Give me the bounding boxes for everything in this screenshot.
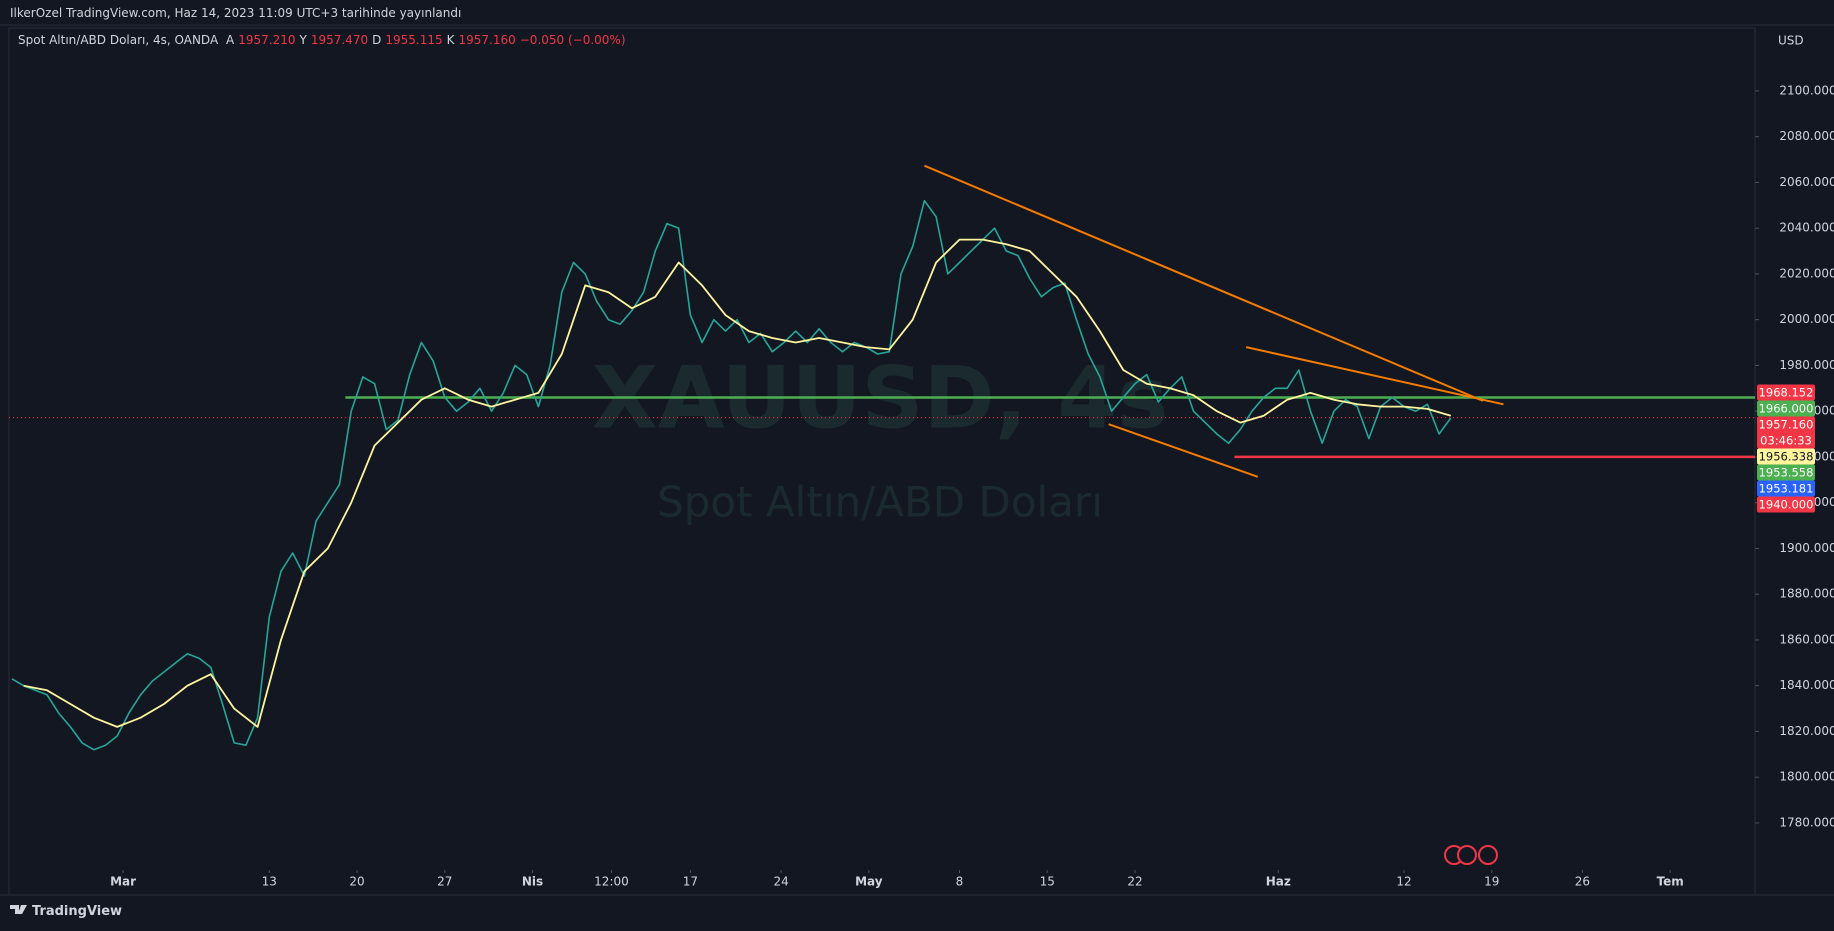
ohlc-value: 1955.115	[385, 33, 443, 47]
x-tick-label: 19	[1484, 875, 1499, 889]
ohlc-key: D	[372, 33, 382, 47]
price-badge-label: 1966.000	[1759, 402, 1814, 416]
price-badge	[1757, 480, 1815, 497]
countdown: 03:46:33	[1760, 434, 1812, 448]
trendline	[1108, 423, 1259, 478]
x-tick-label: 24	[773, 875, 788, 889]
x-tick-label: 12	[1396, 875, 1411, 889]
ohlc-key: K	[446, 33, 455, 47]
ohlc-change: −0.050 (−0.00%)	[519, 33, 626, 47]
price-badge	[1757, 464, 1815, 481]
y-tick-label: 2000.000	[1779, 312, 1834, 326]
y-tick-label: 1980.000	[1779, 358, 1834, 372]
x-tick-label: 13	[262, 875, 277, 889]
price-badge	[1757, 496, 1815, 513]
x-tick-label: May	[855, 875, 883, 889]
y-tick-label: 1880.000	[1779, 587, 1834, 601]
price-badge-label: 1940.000	[1759, 498, 1814, 512]
x-tick-label: 27	[437, 875, 452, 889]
currency: USD	[1778, 34, 1804, 48]
event-icon	[1478, 845, 1498, 865]
ohlc-value: 1957.160	[458, 33, 516, 47]
price-series	[23, 238, 1452, 728]
logo	[10, 905, 27, 914]
trendline	[924, 164, 1484, 402]
x-tick-label: Haz	[1266, 875, 1291, 889]
price-badge-label: 1953.558	[1759, 466, 1814, 480]
y-tick-label: 2040.000	[1779, 221, 1834, 235]
ohlc-key: Y	[299, 33, 307, 47]
x-tick-label: Mar	[110, 875, 136, 889]
watermark: XAUUSD, 4s Spot Altın/ABD Doları	[592, 348, 1169, 526]
x-tick-label: 22	[1127, 875, 1142, 889]
y-tick-label: 1800.000	[1779, 770, 1834, 784]
price-badge-label: 1953.181	[1759, 482, 1814, 496]
y-tick-label: 2020.000	[1779, 266, 1834, 280]
y-tick-label: 1820.000	[1779, 724, 1834, 738]
publish-info: IlkerOzel TradingView.com, Haz 14, 2023 …	[10, 6, 462, 20]
price-badge	[1757, 416, 1815, 449]
y-tick-label: 1780.000	[1779, 815, 1834, 829]
event-icons	[1444, 845, 1498, 865]
x-tick-label: 26	[1575, 875, 1590, 889]
symbol-name: Spot Altın/ABD Doları, 4s, OANDA	[18, 33, 219, 47]
symbol-legend: Spot Altın/ABD Doları, 4s, OANDA A 1957.2…	[18, 33, 634, 47]
logo-icon	[10, 905, 27, 914]
ohlc-value: 1957.470	[310, 33, 369, 47]
y-tick-label: 2080.000	[1779, 129, 1834, 143]
x-tick-label: 8	[956, 875, 964, 889]
ohlc: A 1957.210 Y 1957.470 D 1955.115 K 1957.160 −0.0…	[226, 33, 630, 47]
x-tick-label: 20	[349, 875, 364, 889]
ohlc-key: A	[226, 33, 235, 47]
event-icon	[1457, 845, 1477, 865]
x-tick-label: Tem	[1657, 875, 1684, 889]
watermark-name: Spot Altın/ABD Doları	[657, 478, 1103, 527]
y-tick-label: 2100.000	[1779, 83, 1834, 97]
price-series	[11, 199, 1452, 751]
price-badge-label: 1956.338	[1759, 450, 1814, 464]
y-tick-label: 1840.000	[1779, 678, 1834, 692]
price-badge-label: 1968.152	[1759, 386, 1814, 400]
x-tick-label: 17	[683, 875, 698, 889]
y-tick-label: 2060.000	[1779, 175, 1834, 189]
x-tick-label: 15	[1040, 875, 1055, 889]
ohlc-value: 1957.210	[238, 33, 296, 47]
x-tick-label: Nis	[522, 875, 543, 889]
price-badge	[1757, 448, 1815, 465]
price-badge	[1757, 384, 1815, 401]
brand: TradingView	[32, 904, 123, 919]
y-tick-label: 1900.000	[1779, 541, 1834, 555]
price-badge-label: 1957.160	[1759, 418, 1814, 432]
price-badge	[1757, 400, 1815, 417]
trendline	[1245, 346, 1504, 406]
x-tick-label: 12:00	[594, 875, 629, 889]
y-tick-label: 1860.000	[1779, 632, 1834, 646]
